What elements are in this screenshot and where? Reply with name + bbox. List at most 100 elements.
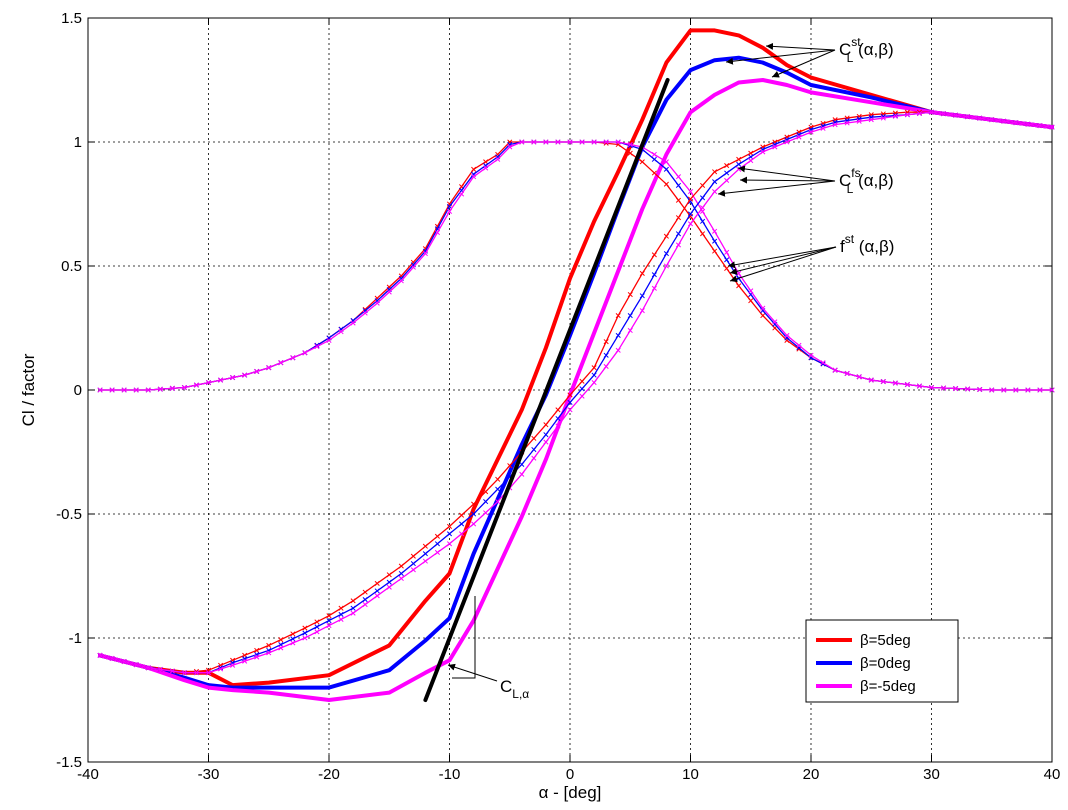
series-marker xyxy=(555,423,561,429)
series-marker xyxy=(519,471,525,477)
annotation-cl_fs-sub: L xyxy=(847,182,854,196)
series-marker xyxy=(242,658,248,664)
series-marker xyxy=(314,624,320,630)
series-marker xyxy=(663,166,669,172)
legend: β=5deg β=0deg β=-5deg xyxy=(805,619,959,703)
x-tick-label: -40 xyxy=(77,766,99,783)
series-marker xyxy=(543,422,549,428)
y-tick-label: 0 xyxy=(74,382,82,399)
series-marker xyxy=(278,360,284,366)
series-marker xyxy=(302,630,308,636)
series-marker xyxy=(169,668,175,674)
series-marker xyxy=(712,179,718,185)
series-marker xyxy=(97,652,103,658)
x-tick-label: 40 xyxy=(1044,766,1061,783)
y-tick-label: 1 xyxy=(74,134,82,151)
series-marker xyxy=(362,589,368,595)
series-marker xyxy=(278,645,284,651)
series-marker xyxy=(916,383,923,389)
series-marker xyxy=(543,139,549,145)
series-marker xyxy=(603,139,609,145)
series-marker xyxy=(1013,120,1019,126)
series-marker xyxy=(410,264,416,270)
series-marker xyxy=(302,350,308,356)
series-marker xyxy=(820,125,826,131)
x-tick-label: 0 xyxy=(566,766,574,783)
series-marker xyxy=(880,379,886,385)
series-marker xyxy=(1037,387,1043,393)
series-marker xyxy=(254,654,260,660)
series-marker xyxy=(615,332,621,338)
series-marker xyxy=(591,380,597,386)
series-marker xyxy=(471,174,477,180)
annotation-f_st: fst (α,β) xyxy=(840,232,894,256)
series-marker xyxy=(748,298,754,304)
series-marker xyxy=(326,623,332,629)
arrow-cl-fs-beta0 xyxy=(739,176,836,184)
series-marker xyxy=(157,386,163,392)
series-marker xyxy=(109,387,115,393)
series-marker xyxy=(663,251,669,257)
series-marker xyxy=(724,249,730,255)
series-marker xyxy=(687,211,694,217)
series-marker xyxy=(217,377,224,383)
series-marker xyxy=(386,572,392,578)
series-marker xyxy=(266,365,272,371)
series-marker xyxy=(531,455,537,461)
series-marker xyxy=(374,593,380,599)
series-marker xyxy=(965,114,971,120)
series-marker xyxy=(916,110,923,117)
series-marker xyxy=(579,386,585,392)
series-marker xyxy=(1025,387,1031,393)
series-marker xyxy=(422,251,428,257)
series-marker xyxy=(326,337,332,343)
y-axis-label: Cl / factor xyxy=(19,353,38,426)
series-marker xyxy=(446,531,453,537)
series-marker xyxy=(627,327,633,334)
series-marker xyxy=(290,640,296,646)
series-marker xyxy=(133,662,139,668)
series-marker xyxy=(266,650,272,656)
annotation-f_st-sup: st xyxy=(845,232,855,246)
series-marker xyxy=(230,375,236,381)
series-marker xyxy=(519,461,525,467)
series-marker xyxy=(205,380,212,386)
series-marker xyxy=(712,169,718,175)
arrow-cl-st-beta5 xyxy=(765,42,836,51)
series-marker xyxy=(338,605,344,611)
series-marker xyxy=(350,605,356,611)
arrow-f-st-betam5 xyxy=(729,246,837,283)
x-axis-label: α - [deg] xyxy=(539,783,602,802)
series-marker xyxy=(796,346,802,352)
series-marker xyxy=(675,174,682,180)
series-marker xyxy=(940,385,947,391)
series-marker xyxy=(603,352,609,358)
series-marker xyxy=(868,377,874,383)
series-marker xyxy=(471,501,477,507)
series-marker xyxy=(410,567,416,573)
series-marker xyxy=(603,339,609,345)
legend-label: β=0deg xyxy=(860,655,911,672)
y-tick-label: 0.5 xyxy=(61,258,82,275)
arrow-cl-st-beta0 xyxy=(725,49,836,65)
series-marker xyxy=(434,533,441,539)
series-marker xyxy=(892,380,898,386)
series-marker xyxy=(651,285,657,291)
series-marker xyxy=(748,288,754,294)
series-marker xyxy=(748,154,754,160)
series-marker xyxy=(627,313,633,319)
y-tick-label: -1.5 xyxy=(56,754,82,771)
series-marker xyxy=(458,191,465,197)
series-marker xyxy=(217,666,224,672)
series-marker xyxy=(169,385,175,391)
series-marker xyxy=(362,310,368,316)
x-tick-label: 20 xyxy=(803,766,820,783)
annotation-f_st-base: f xyxy=(840,237,845,256)
series-marker xyxy=(699,205,706,211)
series-marker xyxy=(627,150,633,156)
series-marker xyxy=(856,374,862,380)
series-marker xyxy=(965,386,971,392)
series-marker xyxy=(458,521,465,527)
annotation-layer: Cst L (α,β)Cfs L (α,β)fst (α,β)CL,α xyxy=(447,35,894,701)
series-marker xyxy=(844,120,850,126)
